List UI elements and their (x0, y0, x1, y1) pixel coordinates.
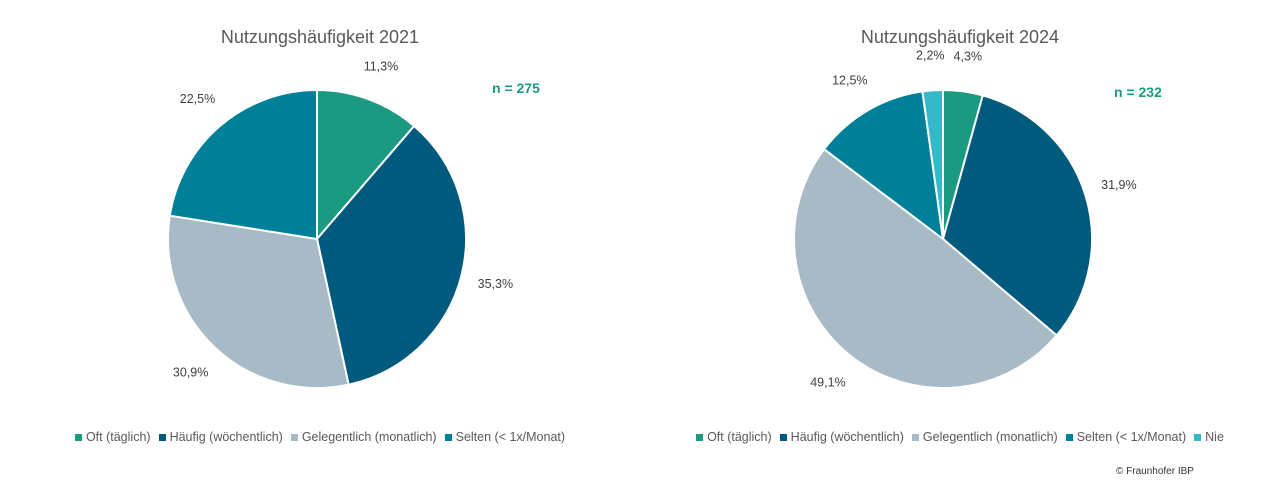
legend-label: Häufig (wöchentlich) (790, 430, 904, 444)
slice-data-label: 4,3% (954, 50, 983, 64)
slice-data-label: 22,5% (180, 92, 215, 106)
chart-title: Nutzungshäufigkeit 2021 (220, 27, 420, 47)
pie-plot-2024: 4,3% 31,9% 49,1% 12,5% 2,2% (793, 48, 1137, 390)
legend-swatch (779, 433, 787, 441)
sample-size-label: n = 275 (492, 80, 540, 96)
legend-item-gelegentlich: Gelegentlich (monatlich) (911, 430, 1058, 444)
legend-label: Gelegentlich (monatlich) (301, 430, 437, 444)
legend-item-oft: Oft (täglich) (696, 430, 772, 444)
sample-size-label: n = 232 (1114, 84, 1162, 100)
legend-item-haeufig: Häufig (wöchentlich) (158, 430, 283, 444)
legend-item-haeufig: Häufig (wöchentlich) (779, 430, 904, 444)
pie-slice-selten (822, 90, 945, 242)
slice-data-label: 11,3% (364, 59, 399, 73)
legend-swatch (444, 433, 452, 441)
legend-label: Nie (1205, 430, 1224, 444)
legend-label: Häufig (wöchentlich) (169, 430, 283, 444)
legend-item-oft: Oft (täglich) (74, 430, 151, 444)
slice-data-label: 35,3% (478, 277, 513, 291)
legend-item-selten: Selten (< 1x/Monat) (444, 430, 566, 444)
slice-data-label: 30,9% (173, 366, 208, 380)
pie-slice-nie (921, 88, 944, 240)
pie-slice-gelegentlich (793, 147, 1059, 389)
pie-slice-selten (168, 88, 318, 241)
legend-label: Oft (täglich) (707, 430, 772, 444)
legend: Oft (täglich) Häufig (wöchentlich) Gelegen… (0, 430, 640, 444)
legend-label: Gelegentlich (monatlich) (922, 430, 1058, 444)
slice-data-label: 31,9% (1101, 178, 1136, 192)
legend-swatch (74, 433, 82, 441)
slice-data-label: 2,2% (916, 48, 945, 62)
legend-item-gelegentlich: Gelegentlich (monatlich) (290, 430, 437, 444)
legend-label: Oft (täglich) (85, 430, 151, 444)
legend-swatch (290, 433, 298, 441)
legend-label: Selten (< 1x/Monat) (1076, 430, 1187, 444)
chart-title: Nutzungshäufigkeit 2024 (860, 27, 1060, 47)
pie-slice-haeufig (941, 94, 1093, 337)
pie-plot-2021: 11,3% 35,3% 30,9% 22,5% (167, 59, 513, 389)
pie-chart-2021: Nutzungshäufigkeit 2021 n = 275 11,3% 35,… (0, 27, 640, 444)
pie-slice-oft (316, 88, 416, 242)
pie-slice-haeufig (315, 124, 467, 386)
legend: Oft (täglich) Häufig (wöchentlich) Gelegen… (640, 430, 1280, 444)
slice-data-label: 12,5% (832, 73, 867, 87)
legend-swatch (1065, 433, 1073, 441)
legend-swatch (911, 433, 919, 441)
legend-swatch (696, 433, 704, 441)
legend-swatch (158, 433, 166, 441)
legend-item-nie: Nie (1194, 430, 1224, 444)
legend-item-selten: Selten (< 1x/Monat) (1065, 430, 1187, 444)
pie-chart-2024: Nutzungshäufigkeit 2024 n = 232 4,3% 31,9… (640, 0, 1280, 494)
legend-label: Selten (< 1x/Monat) (455, 430, 566, 444)
legend-swatch (1194, 433, 1202, 441)
slice-data-label: 49,1% (810, 376, 845, 390)
pie-slice-gelegentlich (167, 214, 350, 389)
copyright-text: © Fraunhofer IBP (1116, 466, 1194, 477)
